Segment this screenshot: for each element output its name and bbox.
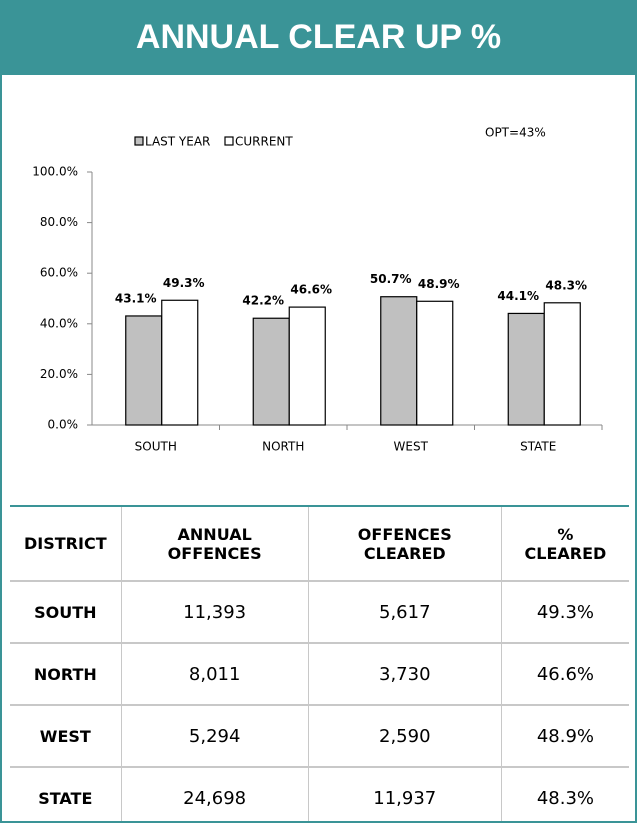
header-cell: DISTRICT [10,506,122,582]
table-cell: SOUTH [10,581,122,644]
y-tick-label: 100.0% [32,165,78,179]
bar [416,300,454,426]
table-cell: 48.3% [500,767,629,821]
value-label: 42.2% [242,294,284,308]
table-cell: STATE [10,767,122,821]
value-label: 49.3% [163,276,205,290]
table-cell: 49.3% [500,581,629,644]
value-label: 48.9% [418,277,460,291]
value-label: 48.3% [545,278,587,292]
table-row: SOUTH 11,393 5,617 49.3% [10,581,629,644]
table-cell: 5,294 [120,705,309,768]
y-tick-label: 20.0% [40,367,78,381]
x-tick-label: SOUTH [135,440,177,454]
table-row: NORTH 8,011 3,730 46.6% [10,643,629,706]
table-cell: 24,698 [120,767,309,821]
y-tick-label: 60.0% [40,266,78,280]
x-tick-label: NORTH [262,440,304,454]
bar [125,315,163,426]
table-row: WEST 5,294 2,590 48.9% [10,705,629,768]
table-cell: 11,937 [307,767,502,821]
legend-label: LAST YEAR [145,135,210,149]
value-label: 50.7% [370,272,412,286]
annotation: OPT=43% [485,126,546,140]
table-row: DISTRICT ANNUAL OFFENCES OFFENCES CLEARED%… [10,506,629,582]
table-row: STATE 24,698 11,937 48.3% [10,767,629,821]
chart: OPT=43% LAST YEAR CURRENT 0.0% 20.0% 40.0% 60… [32,126,603,454]
bar [543,302,581,426]
legend-swatch [134,136,144,146]
value-label: 43.1% [115,291,157,305]
bar [507,312,545,426]
header-cell: ANNUAL OFFENCES [120,506,309,582]
value-label: 44.1% [497,289,539,303]
header-cell: % CLEARED [500,506,629,582]
header-cell: OFFENCES CLEARED [307,506,502,582]
x-tick-label: WEST [394,440,429,454]
bar [252,317,290,426]
table-cell: WEST [10,705,122,768]
legend-label: CURRENT [235,135,293,149]
page-title: ANNUAL CLEAR UP % [2,0,635,75]
table-cell: 8,011 [120,643,309,706]
value-label: 46.6% [290,283,332,297]
x-tick-label: STATE [520,440,556,454]
table-cell: 2,590 [307,705,502,768]
table-cell: 3,730 [307,643,502,706]
table-cell: NORTH [10,643,122,706]
table-cell: 11,393 [120,581,309,644]
legend-swatch [224,136,234,146]
bar [288,306,326,426]
summary-table: DISTRICT ANNUAL OFFENCES OFFENCES CLEARED%… [10,505,629,821]
y-tick-label: 0.0% [48,418,79,432]
table-cell: 46.6% [500,643,629,706]
bar [161,299,199,426]
y-tick-label: 40.0% [40,316,78,330]
y-tick-label: 80.0% [40,215,78,229]
bar [380,296,418,426]
table-cell: 5,617 [307,581,502,644]
table-cell: 48.9% [500,705,629,768]
